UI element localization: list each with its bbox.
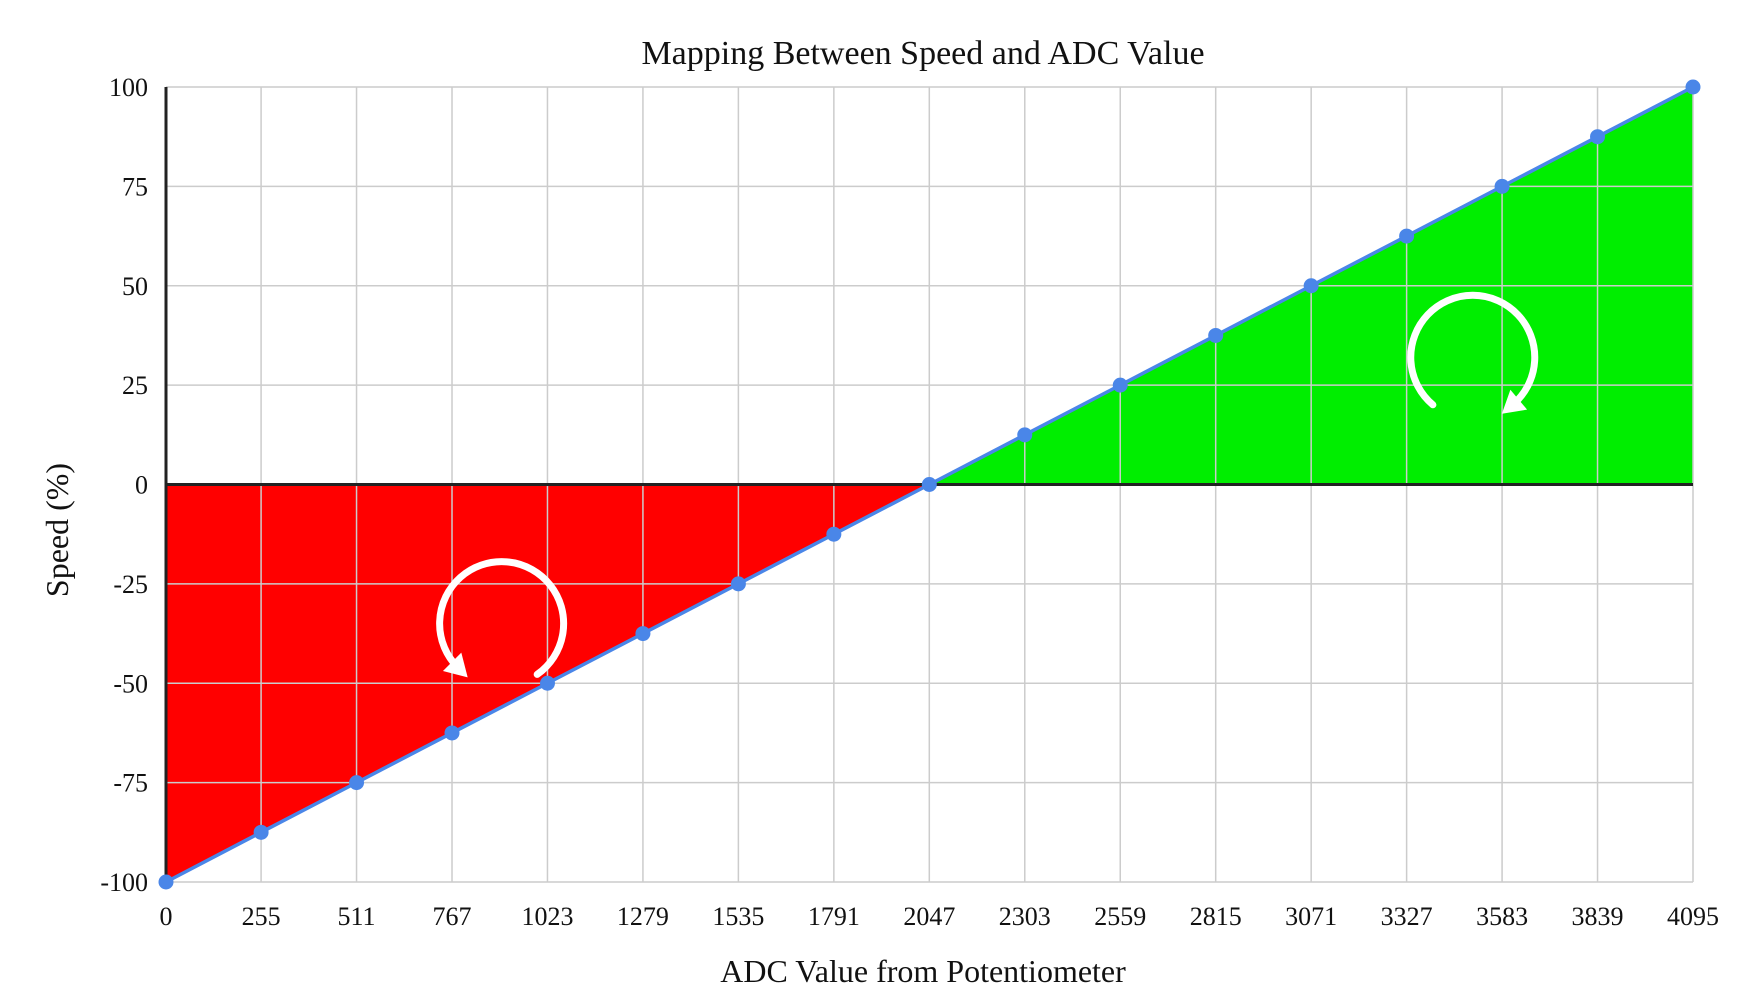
data-point [1494,178,1510,194]
data-point [1685,79,1701,95]
data-point [921,477,937,492]
x-tick-label: 511 [338,902,376,931]
x-tick-label: 767 [433,902,472,931]
rotation-arrows [436,291,1539,678]
data-point [1399,228,1415,244]
y-tick-label: -100 [100,868,148,897]
x-tick-label: 1279 [617,902,669,931]
counterclockwise-arrow-icon [1407,291,1539,414]
x-tick-label: 3071 [1285,902,1337,931]
y-tick-label: 50 [122,272,148,301]
data-point [539,675,555,691]
y-tick-label: -50 [113,669,148,698]
x-tick-label: 0 [160,902,173,931]
data-point [1017,427,1033,443]
data-point [253,824,269,840]
data-point [730,576,746,592]
data-point [444,725,460,741]
x-tick-label: 1535 [712,902,764,931]
x-tick-label: 2815 [1190,902,1242,931]
y-tick-label: 25 [122,371,148,400]
x-tick-label: 3327 [1381,902,1433,931]
data-point [1303,278,1319,294]
y-tick-labels: 100 75 50 25 0 -25 -50 -75 -100 [100,73,148,897]
data-point [158,874,174,890]
x-tick-label: 1023 [521,902,573,931]
data-point [349,775,365,791]
x-tick-label: 1791 [808,902,860,931]
data-point [1112,377,1128,393]
data-point [1208,327,1224,343]
x-tick-label: 255 [242,902,281,931]
y-tick-label: -75 [113,769,148,798]
y-tick-label: 75 [122,172,148,201]
chart-title: Mapping Between Speed and ADC Value [641,35,1204,72]
data-point [1590,129,1606,145]
x-tick-label: 3839 [1572,902,1624,931]
x-tick-label: 4095 [1667,902,1719,931]
y-tick-label: 100 [109,73,148,102]
data-point [635,626,651,642]
x-tick-label: 2303 [999,902,1051,931]
y-tick-label: -25 [113,570,148,599]
y-tick-label: 0 [135,471,148,500]
y-axis-title: Speed (%) [39,463,75,597]
x-tick-label: 2559 [1094,902,1146,931]
data-series [158,79,1701,890]
x-tick-label: 3583 [1476,902,1528,931]
x-tick-labels: 0 255 511 767 1023 1279 1535 1791 2047 2303 2559 28… [160,902,1720,931]
x-axis-title: ADC Value from Potentiometer [720,953,1126,989]
x-tick-label: 2047 [903,902,955,931]
clockwise-arrow-icon [436,558,568,678]
data-point [826,526,842,542]
